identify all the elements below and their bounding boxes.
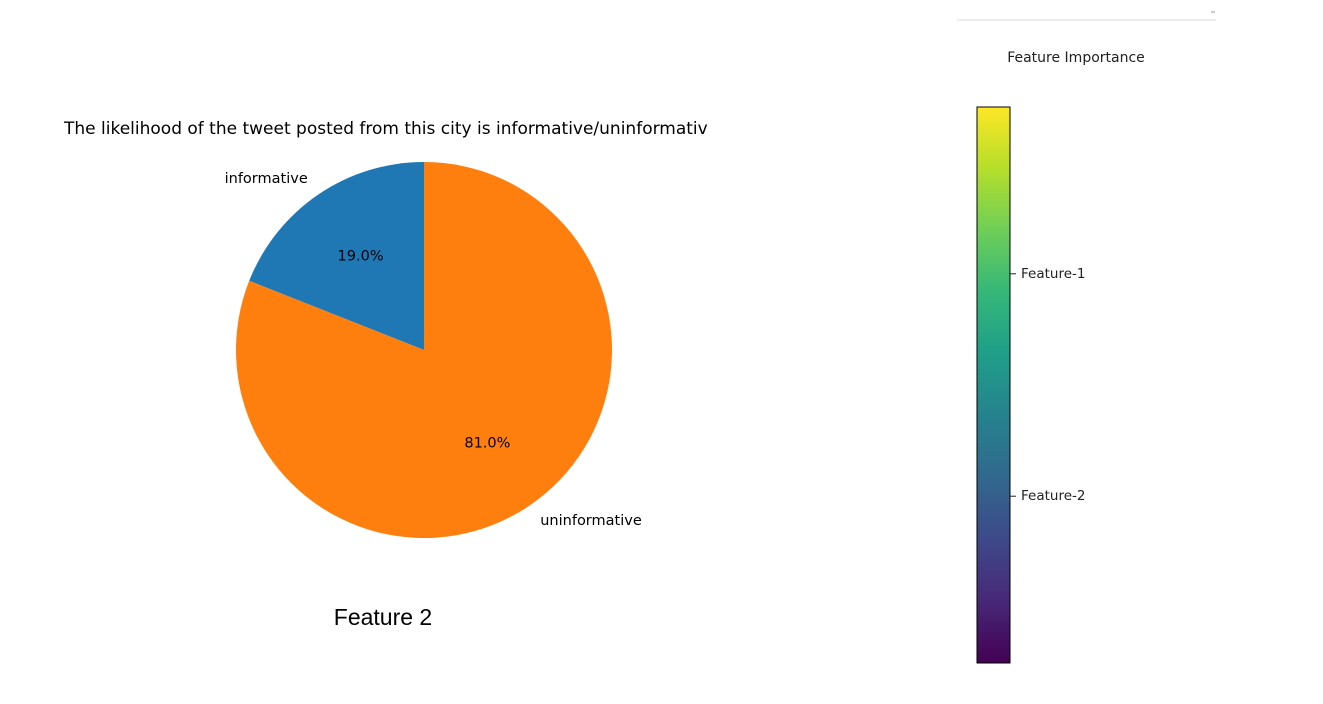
pie-labels: informative 19.0% uninformative 81.0% [225,171,642,529]
colorbar-ticks: Feature-1 Feature-2 [1010,266,1085,504]
pie-pct-uninformative: 81.0% [464,435,510,451]
pie-slice-informative [249,162,424,350]
pie-title: The likelihood of the tweet posted from … [63,119,708,139]
colorbar-tick-label: Feature-1 [1021,266,1085,282]
colorbar-tick-label: Feature-2 [1021,488,1085,504]
pie-label-informative: informative [225,171,308,187]
pie-label-uninformative: uninformative [540,513,642,529]
colorbar-gradient [976,106,1011,664]
colorbar-title: Feature Importance [1007,50,1145,66]
pie-caption: Feature 2 [334,604,432,630]
colorbar: Feature Importance Feature-1 Feature-2 [976,50,1145,664]
pie-chart: The likelihood of the tweet posted from … [63,119,708,630]
pie-pct-informative: 19.0% [338,249,384,265]
pie-slices [235,162,612,538]
pie-slice-uninformative [235,162,612,538]
